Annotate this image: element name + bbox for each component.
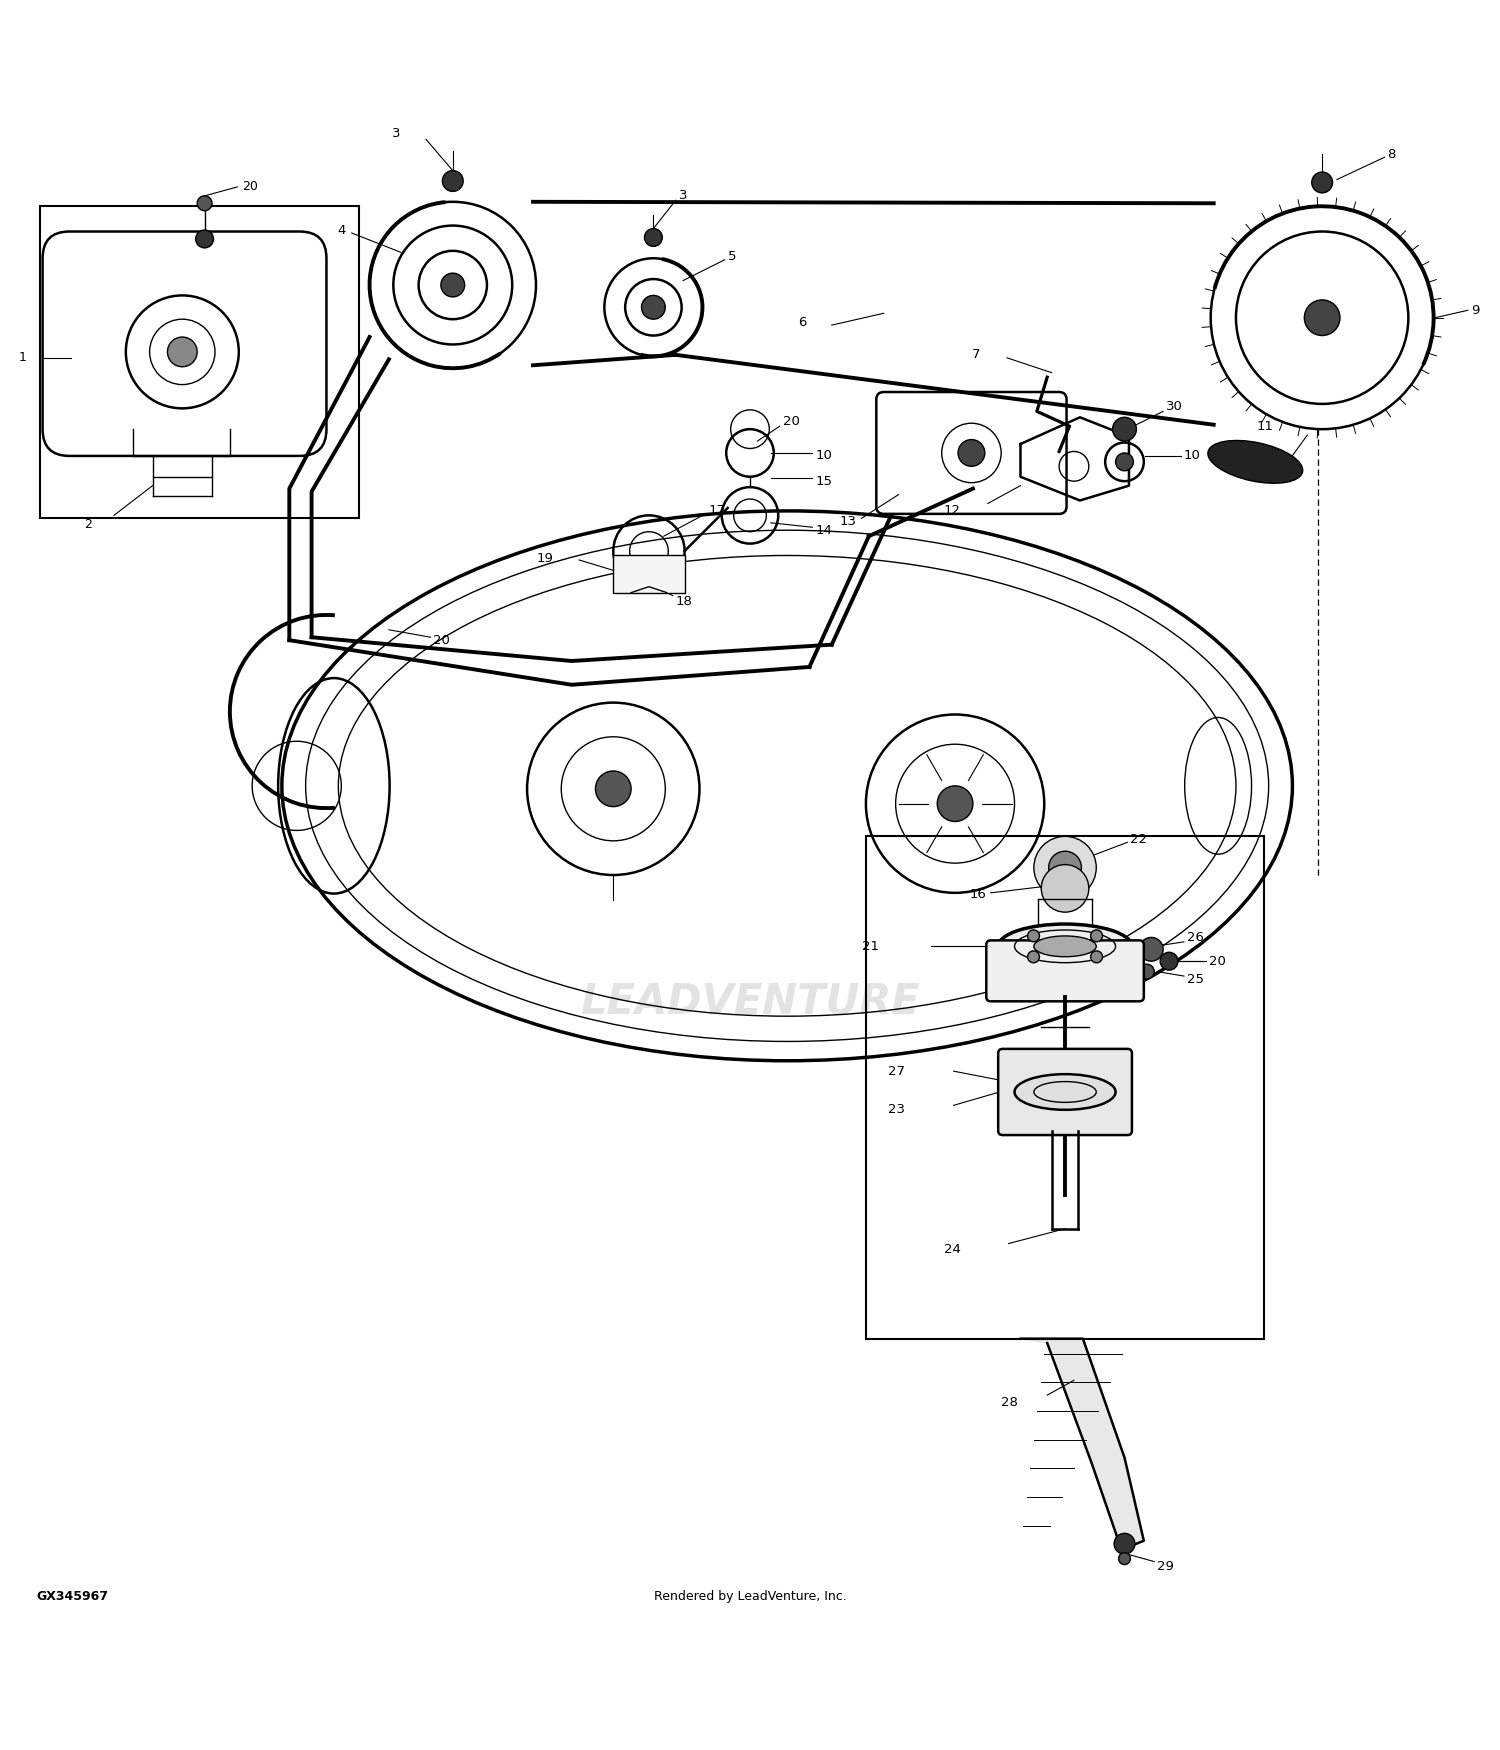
Text: 24: 24: [944, 1242, 962, 1256]
Text: 30: 30: [1166, 401, 1184, 413]
Text: 26: 26: [1186, 931, 1204, 943]
Text: Rendered by LeadVenture, Inc.: Rendered by LeadVenture, Inc.: [654, 1591, 846, 1603]
Text: 3: 3: [393, 128, 400, 140]
Text: 2: 2: [84, 518, 92, 530]
Circle shape: [196, 196, 211, 210]
Text: 5: 5: [728, 250, 736, 262]
Polygon shape: [1020, 1339, 1144, 1550]
Circle shape: [1034, 836, 1096, 900]
Circle shape: [1048, 850, 1082, 884]
Bar: [865, 836, 1264, 1339]
Text: 27: 27: [888, 1064, 904, 1078]
Text: 23: 23: [888, 1102, 904, 1116]
Text: 22: 22: [1131, 833, 1148, 845]
Circle shape: [1113, 416, 1137, 441]
Text: 1: 1: [20, 352, 27, 364]
Text: 7: 7: [972, 348, 981, 360]
Circle shape: [168, 338, 196, 368]
Circle shape: [1311, 172, 1332, 192]
Circle shape: [1028, 950, 1039, 963]
Circle shape: [1090, 929, 1102, 942]
Circle shape: [958, 439, 986, 466]
Text: 25: 25: [1186, 973, 1204, 985]
Text: 20: 20: [242, 180, 258, 194]
Text: 11: 11: [1256, 420, 1274, 432]
Circle shape: [1114, 1533, 1136, 1554]
Text: 9: 9: [1472, 304, 1479, 317]
Circle shape: [1160, 952, 1178, 970]
Text: 6: 6: [798, 315, 807, 329]
Text: 16: 16: [969, 887, 987, 901]
Text: 17: 17: [708, 504, 726, 518]
Text: 19: 19: [537, 551, 554, 565]
Ellipse shape: [1034, 936, 1096, 957]
Circle shape: [1090, 950, 1102, 963]
Circle shape: [642, 296, 666, 318]
FancyBboxPatch shape: [998, 1048, 1132, 1136]
Text: 18: 18: [675, 595, 693, 607]
Bar: [614, 555, 684, 593]
Circle shape: [1140, 938, 1162, 961]
Circle shape: [938, 786, 974, 821]
Text: 4: 4: [338, 224, 346, 236]
Text: 12: 12: [944, 504, 962, 518]
Circle shape: [1119, 1552, 1131, 1564]
Circle shape: [596, 772, 632, 807]
Text: 20: 20: [433, 634, 450, 648]
Text: 29: 29: [1156, 1559, 1174, 1573]
Text: 14: 14: [816, 523, 833, 537]
Text: 13: 13: [840, 514, 856, 528]
Circle shape: [1305, 299, 1340, 336]
Text: 15: 15: [816, 474, 833, 488]
Bar: [39, 206, 358, 518]
Circle shape: [442, 170, 464, 191]
Text: 20: 20: [783, 415, 800, 429]
Circle shape: [1140, 964, 1154, 978]
Text: 28: 28: [1000, 1396, 1017, 1409]
Circle shape: [1116, 453, 1134, 471]
Text: LEADVENTURE: LEADVENTURE: [580, 980, 920, 1022]
Text: 10: 10: [816, 450, 833, 462]
Text: 8: 8: [1388, 147, 1396, 161]
Ellipse shape: [1208, 441, 1302, 483]
Circle shape: [645, 229, 663, 247]
Text: 21: 21: [862, 940, 879, 952]
Circle shape: [441, 273, 465, 298]
Circle shape: [1028, 929, 1039, 942]
Ellipse shape: [1014, 1074, 1116, 1110]
Ellipse shape: [998, 924, 1132, 970]
Text: 20: 20: [1209, 956, 1225, 968]
Text: 3: 3: [678, 189, 687, 203]
FancyBboxPatch shape: [987, 940, 1144, 1001]
Text: 10: 10: [1184, 450, 1202, 462]
Circle shape: [195, 229, 213, 248]
Text: GX345967: GX345967: [36, 1591, 108, 1603]
Circle shape: [1041, 864, 1089, 912]
